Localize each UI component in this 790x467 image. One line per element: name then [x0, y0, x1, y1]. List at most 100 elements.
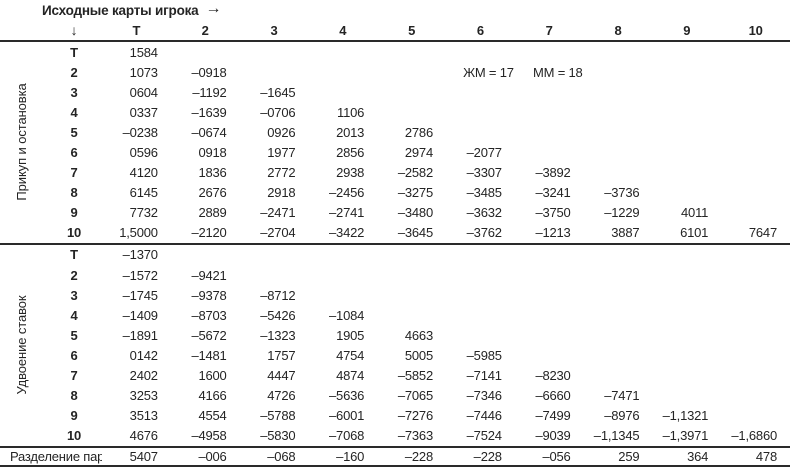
table-cell: 1977	[267, 145, 296, 161]
table-row: 10 4676 –4958 –5830 –7068 –7363 –7524 –9039 –1,1…	[0, 426, 790, 446]
table-row: 7 4120 1836 2772 2938 –2582 –3307 –3892	[0, 163, 790, 183]
table-cell: –1370	[122, 247, 158, 263]
table-cell: 1905	[336, 327, 365, 343]
table-row: 4 0337 –1639 –0706 1106	[0, 102, 790, 122]
table-cell: –1572	[122, 267, 158, 283]
section-label-hit-stand: Прикуп и остановка	[14, 83, 29, 202]
table-cell: 7647	[748, 225, 777, 241]
column-header: 3	[270, 22, 278, 38]
table-row: Т 1584	[0, 42, 790, 62]
row-label: 3	[70, 84, 78, 100]
table-cell: 0926	[267, 124, 296, 140]
table-cell: –1645	[260, 84, 296, 100]
table-row: 2 1073 –0918 ЖМ = 17 ММ = 18	[0, 62, 790, 82]
row-label: 8	[70, 388, 78, 404]
table-cell: 2676	[198, 185, 227, 201]
row-header-cell: ↓	[46, 23, 102, 38]
row-label: 5	[70, 327, 78, 343]
table-cell: –1,3971	[662, 428, 709, 444]
table-cell: –1639	[191, 104, 227, 120]
table-cell: 4554	[198, 408, 227, 424]
table-cell: 6145	[129, 185, 158, 201]
row-label: 6	[70, 347, 78, 363]
table-cell: –0706	[260, 104, 296, 120]
table-cell: –1,6860	[731, 428, 777, 444]
table-cell: 0596	[129, 145, 158, 161]
table-cell: –1,1345	[593, 428, 640, 444]
section-rows-hit-stand: Т 1584 2 1073 –0918 ЖМ = 17 ММ = 18 3 0604 –1192 –…	[0, 42, 790, 243]
table-cell: 0604	[129, 84, 158, 100]
split-pairs-label: Разделение пар	[10, 448, 102, 464]
table-header: Исходные карты игрока →	[0, 0, 790, 20]
table-cell: –8712	[260, 287, 296, 303]
table-cell: –8230	[535, 368, 571, 384]
table-cell: –3485	[466, 185, 502, 201]
table-cell: 1106	[337, 104, 365, 120]
table-cell: 1836	[198, 165, 227, 181]
table-cell: –068	[267, 448, 296, 464]
table-cell: 1757	[267, 347, 296, 363]
row-label: 10	[66, 428, 82, 444]
section-label-double-down: Удвоение ставок	[14, 295, 29, 395]
table-cell: –3750	[535, 205, 571, 221]
table-cell: –1,1321	[662, 408, 709, 424]
table-cell: 1600	[198, 368, 227, 384]
table-cell: –3307	[466, 165, 502, 181]
row-label: 9	[70, 205, 78, 221]
column-header-row: ↓ Т 2 3 4 5 6 7 8 9 10	[0, 20, 790, 42]
table-cell: 2013	[336, 124, 365, 140]
row-label: 3	[70, 287, 78, 303]
row-label: Т	[70, 44, 78, 60]
table-cell: –9039	[535, 428, 571, 444]
table-cell: –7141	[466, 368, 502, 384]
table-row: 3 –1745 –9378 –8712	[0, 285, 790, 305]
section-hit-stand: Прикуп и остановка Т 1584 2 1073 –0918 ЖМ = 1…	[0, 42, 790, 245]
row-label: 2	[70, 64, 78, 80]
table-cell: –2704	[260, 225, 296, 241]
table-cell: –1481	[191, 347, 227, 363]
table-cell: 4663	[404, 327, 433, 343]
table-cell: 4754	[336, 347, 365, 363]
table-cell: –5636	[329, 388, 365, 404]
table-cell: 1073	[129, 64, 158, 80]
down-arrow-icon: ↓	[70, 22, 78, 38]
row-label: 4	[70, 307, 78, 323]
table-cell: 2938	[336, 165, 365, 181]
table-cell: –5830	[260, 428, 296, 444]
section-double-down: Удвоение ставок Т –1370 2 –1572 –9421 3 –1745 –…	[0, 245, 790, 448]
table-row: 6 0142 –1481 1757 4754 5005 –5985	[0, 345, 790, 365]
table-row: 8 3253 4166 4726 –5636 –7065 –7346 –6660 –7471	[0, 386, 790, 406]
table-row: 5 –0238 –0674 0926 2013 2786	[0, 122, 790, 142]
table-cell: –3422	[329, 225, 365, 241]
table-cell: 2772	[267, 165, 296, 181]
table-cell: 3253	[129, 388, 158, 404]
table-cell: –0238	[122, 124, 158, 140]
table-cell: –3275	[397, 185, 433, 201]
table-cell: 2974	[404, 145, 433, 161]
table-cell: –0674	[191, 124, 227, 140]
table-cell: –7276	[397, 408, 433, 424]
table-row: 2 –1572 –9421	[0, 265, 790, 285]
table-cell: –7471	[604, 388, 640, 404]
table-cell: –228	[473, 448, 502, 464]
table-cell: –5852	[397, 368, 433, 384]
table-cell: –7068	[329, 428, 365, 444]
table-cell: –3762	[466, 225, 502, 241]
table-cell: –3736	[604, 185, 640, 201]
column-header: 7	[545, 22, 553, 38]
right-arrow-icon: →	[205, 0, 222, 17]
table-cell: 259	[618, 448, 640, 464]
table-cell: –0918	[191, 64, 227, 80]
table-cell: –8703	[191, 307, 227, 323]
table-cell: 2856	[336, 145, 365, 161]
table-cell: 478	[755, 448, 777, 464]
table-cell: –1192	[192, 84, 227, 100]
table-cell: 1584	[129, 44, 158, 60]
table-row: 8 6145 2676 2918 –2456 –3275 –3485 –3241 –3736	[0, 183, 790, 203]
table-row: 10 1,5000 –2120 –2704 –3422 –3645 –3762 –1213 38…	[0, 223, 790, 243]
row-label: 6	[70, 145, 78, 161]
row-label: 4	[70, 104, 78, 120]
table-cell: 4447	[267, 368, 296, 384]
table-cell: –1084	[329, 307, 365, 323]
table-cell: 1,5000	[119, 225, 158, 241]
